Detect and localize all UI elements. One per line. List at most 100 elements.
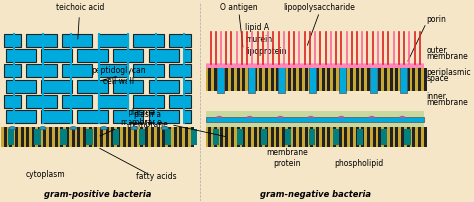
Bar: [322, 127, 325, 147]
Bar: [373, 68, 376, 92]
Text: membrane
protein: membrane protein: [266, 148, 308, 168]
Text: plasma
membrane: plasma membrane: [127, 110, 225, 137]
Bar: [83, 127, 86, 147]
FancyBboxPatch shape: [62, 34, 92, 47]
Bar: [356, 127, 359, 147]
FancyBboxPatch shape: [149, 80, 179, 93]
Bar: [339, 68, 342, 92]
Bar: [100, 127, 103, 147]
Bar: [282, 127, 285, 147]
Bar: [350, 68, 353, 92]
Bar: [225, 127, 228, 147]
Bar: [34, 129, 41, 145]
FancyBboxPatch shape: [6, 110, 36, 123]
FancyBboxPatch shape: [113, 80, 144, 93]
Bar: [259, 68, 263, 92]
Bar: [111, 127, 114, 147]
Bar: [288, 127, 291, 147]
Bar: [305, 68, 308, 92]
Bar: [237, 68, 240, 92]
Bar: [60, 129, 67, 145]
Bar: [94, 127, 97, 147]
Bar: [206, 63, 424, 68]
Text: peptidoglycan
cell wall: peptidoglycan cell wall: [92, 66, 146, 85]
Bar: [265, 127, 268, 147]
Text: outer: outer: [426, 46, 447, 55]
Bar: [424, 68, 427, 92]
Bar: [37, 127, 41, 147]
Text: lipoprotein: lipoprotein: [246, 47, 287, 56]
Bar: [214, 68, 217, 92]
Bar: [293, 127, 296, 147]
Bar: [214, 127, 217, 147]
FancyBboxPatch shape: [62, 64, 92, 77]
Bar: [309, 64, 316, 94]
FancyBboxPatch shape: [169, 64, 191, 77]
Bar: [162, 127, 165, 147]
Bar: [248, 68, 251, 92]
Bar: [15, 127, 18, 147]
Bar: [60, 127, 63, 147]
Bar: [373, 127, 376, 147]
Bar: [404, 129, 410, 145]
Bar: [390, 127, 393, 147]
FancyBboxPatch shape: [98, 64, 128, 77]
Bar: [278, 64, 285, 94]
Bar: [8, 129, 15, 145]
Bar: [9, 127, 12, 147]
Circle shape: [247, 116, 253, 119]
Bar: [328, 127, 330, 147]
Bar: [213, 129, 219, 145]
Bar: [299, 127, 302, 147]
Bar: [282, 68, 285, 92]
Bar: [206, 2, 424, 201]
Bar: [134, 127, 137, 147]
FancyBboxPatch shape: [6, 49, 36, 62]
Text: membrane: membrane: [426, 98, 468, 107]
Bar: [206, 117, 424, 122]
FancyBboxPatch shape: [4, 64, 21, 77]
Text: fatty acids: fatty acids: [136, 172, 176, 181]
Text: murein: murein: [246, 35, 273, 44]
FancyBboxPatch shape: [169, 34, 191, 47]
FancyBboxPatch shape: [133, 64, 164, 77]
Bar: [333, 129, 339, 145]
FancyBboxPatch shape: [133, 95, 164, 108]
Bar: [276, 68, 279, 92]
FancyBboxPatch shape: [98, 95, 128, 108]
Bar: [285, 129, 291, 145]
Bar: [1, 127, 193, 147]
Circle shape: [308, 116, 314, 119]
Bar: [231, 127, 234, 147]
Bar: [261, 129, 267, 145]
FancyBboxPatch shape: [26, 34, 57, 47]
Bar: [77, 127, 80, 147]
Bar: [395, 68, 398, 92]
Bar: [339, 127, 342, 147]
Circle shape: [70, 127, 77, 130]
FancyBboxPatch shape: [149, 110, 179, 123]
Text: teichoic acid: teichoic acid: [55, 3, 104, 39]
Bar: [390, 68, 393, 92]
FancyBboxPatch shape: [184, 80, 191, 93]
FancyBboxPatch shape: [4, 34, 21, 47]
Text: phospholipid: phospholipid: [334, 159, 383, 168]
Bar: [316, 127, 319, 147]
Bar: [26, 127, 29, 147]
Bar: [350, 127, 353, 147]
Text: plasma
membrane: plasma membrane: [100, 108, 162, 136]
FancyBboxPatch shape: [4, 95, 21, 108]
Text: periplasmic: periplasmic: [426, 68, 471, 77]
FancyBboxPatch shape: [98, 34, 128, 47]
Bar: [400, 64, 407, 94]
Bar: [401, 68, 404, 92]
FancyBboxPatch shape: [113, 49, 144, 62]
Bar: [106, 127, 109, 147]
Bar: [328, 68, 330, 92]
FancyBboxPatch shape: [1, 137, 193, 201]
FancyBboxPatch shape: [26, 64, 57, 77]
Bar: [191, 127, 193, 147]
Bar: [32, 127, 35, 147]
Bar: [254, 68, 257, 92]
FancyBboxPatch shape: [26, 95, 57, 108]
